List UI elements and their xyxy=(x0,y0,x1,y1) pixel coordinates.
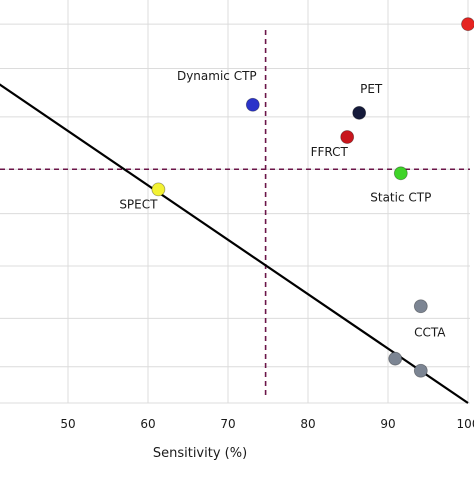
reference-lines xyxy=(0,30,470,399)
x-tick-label-80: 80 xyxy=(300,417,315,431)
data-point-unlabeled-0 xyxy=(462,18,474,31)
data-point-ffrct-3 xyxy=(341,131,354,144)
point-label-dynamic-ctp: Dynamic CTP xyxy=(177,69,257,83)
data-point-unlabeled-8 xyxy=(414,364,427,377)
data-point-unlabeled-7 xyxy=(389,352,402,365)
data-point-pet-2 xyxy=(353,106,366,119)
point-label-ccta: CCTA xyxy=(414,325,446,339)
data-point-ccta-6 xyxy=(414,300,427,313)
x-tick-label-90: 90 xyxy=(380,417,395,431)
point-labels: Dynamic CTP PET FFRCT Static CTP SPECT CCTA xyxy=(119,69,446,340)
point-label-static-ctp: Static CTP xyxy=(370,190,431,204)
x-tick-label-60: 60 xyxy=(140,417,155,431)
x-axis-ticks: 50 60 70 80 90 100 xyxy=(60,417,474,431)
x-tick-label-70: 70 xyxy=(220,417,235,431)
x-axis-title: Sensitivity (%) xyxy=(153,446,247,461)
point-label-spect: SPECT xyxy=(119,197,158,211)
data-point-spect-5 xyxy=(152,183,165,196)
data-point-dynamic-ctp-1 xyxy=(246,98,259,111)
x-tick-label-50: 50 xyxy=(60,417,75,431)
point-label-pet: PET xyxy=(360,82,383,96)
data-point-static-ctp-4 xyxy=(394,167,407,180)
point-label-ffrct: FFRCT xyxy=(311,145,349,159)
x-tick-label-100: 100 xyxy=(457,417,474,431)
